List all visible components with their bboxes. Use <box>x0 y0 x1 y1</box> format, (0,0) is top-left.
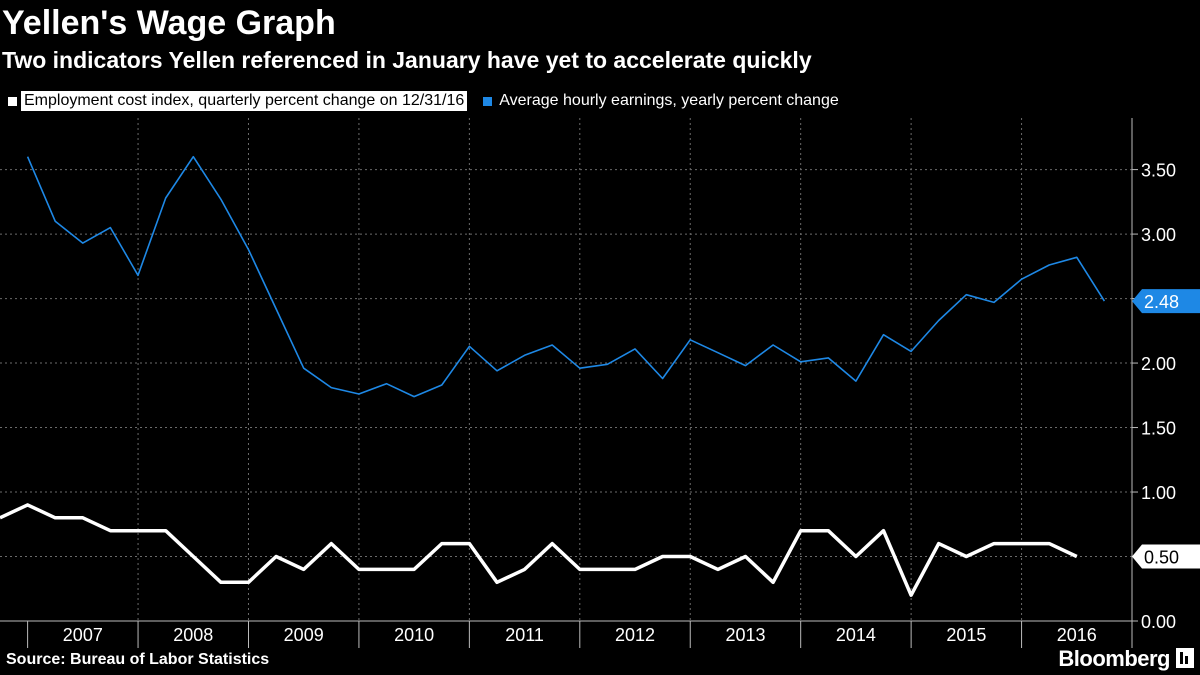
x-tick-label: 2011 <box>505 625 544 645</box>
end-label-employment-cost: 0.50 <box>1144 548 1179 568</box>
x-tick-label: 2012 <box>615 625 655 645</box>
legend-swatch-blue <box>483 96 493 106</box>
source-note: Source: Bureau of Labor Statistics <box>6 651 270 668</box>
y-tick-label: 3.50 <box>1141 161 1176 181</box>
x-tick-label: 2007 <box>63 625 103 645</box>
end-label-badge-blue <box>1132 289 1200 314</box>
x-tick-label: 2013 <box>725 625 765 645</box>
legend-item-employment-cost: Employment cost index, quarterly percent… <box>8 91 468 111</box>
x-tick-label: 2015 <box>946 625 986 645</box>
x-tick-label: 2014 <box>836 625 876 645</box>
legend-label-employment-cost: Employment cost index, quarterly percent… <box>21 91 468 111</box>
x-tick-label: 2016 <box>1057 625 1097 645</box>
legend-label-hourly-earnings: Average hourly earnings, yearly percent … <box>499 92 839 109</box>
hourly-earnings-line <box>26 155 1106 398</box>
x-tick-label: 2010 <box>394 625 434 645</box>
chart-title: Yellen's Wage Graph <box>2 4 336 42</box>
end-label-badge-white <box>1132 544 1200 569</box>
bloomberg-terminal-icon <box>1176 648 1194 668</box>
bloomberg-logo: Bloomberg <box>1058 646 1170 671</box>
legend-swatch-white <box>8 96 17 106</box>
y-tick-label: 0.00 <box>1141 612 1176 632</box>
legend: Employment cost index, quarterly percent… <box>8 90 858 112</box>
legend-item-hourly-earnings: Average hourly earnings, yearly percent … <box>483 91 841 111</box>
y-tick-label: 2.00 <box>1141 354 1176 374</box>
y-tick-label: 1.00 <box>1141 483 1176 503</box>
x-tick-label: 2008 <box>173 625 213 645</box>
y-tick-label: 1.50 <box>1141 419 1176 439</box>
end-label-hourly-earnings: 2.48 <box>1144 292 1179 312</box>
employment-cost-line <box>0 503 1078 597</box>
chart-subtitle: Two indicators Yellen referenced in Janu… <box>2 47 812 73</box>
x-tick-label: 2009 <box>284 625 324 645</box>
y-tick-label: 3.00 <box>1141 225 1176 245</box>
